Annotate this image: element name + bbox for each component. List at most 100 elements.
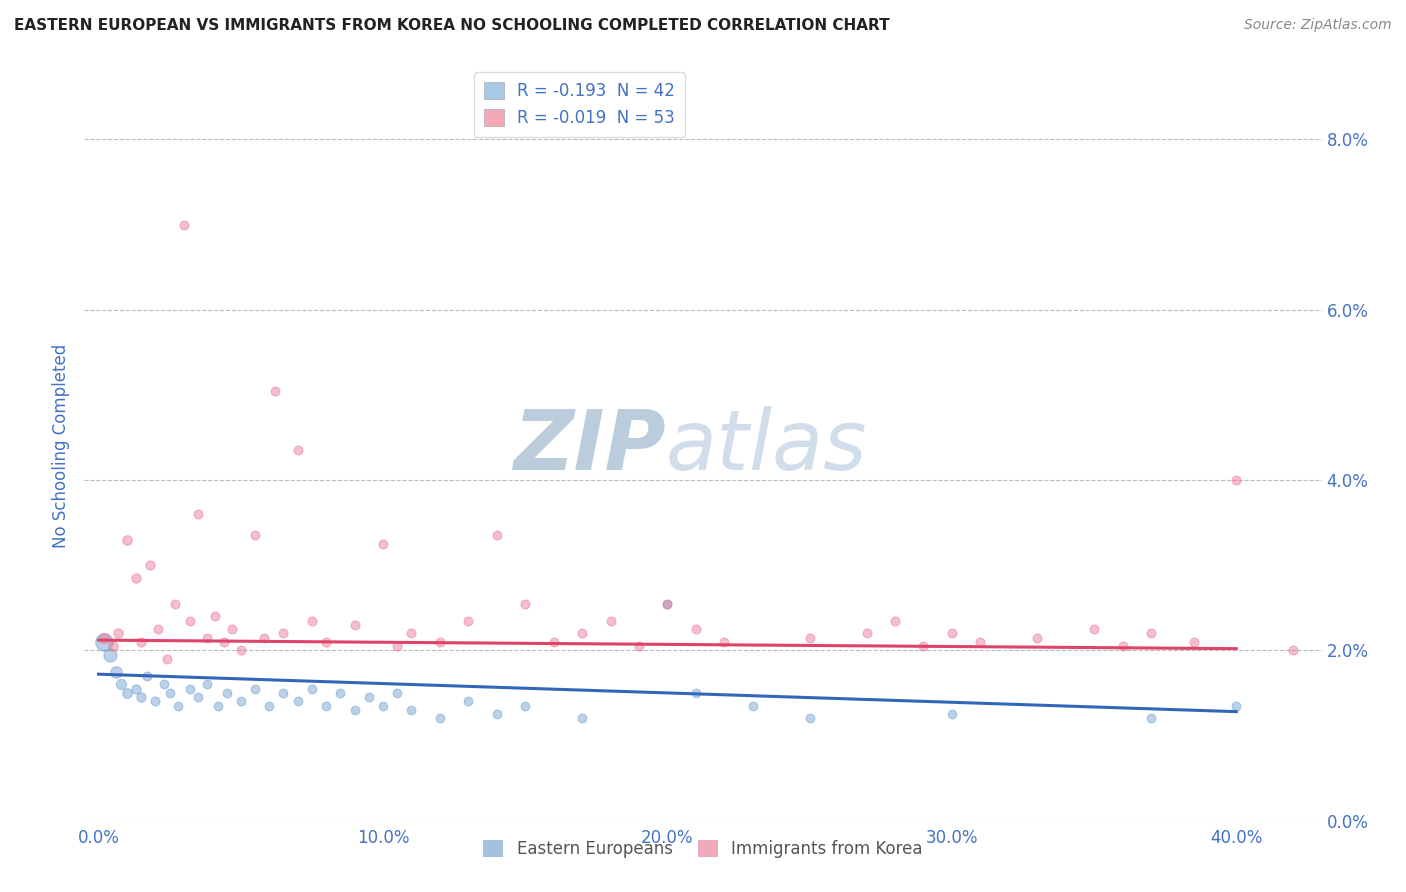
Point <box>357 690 380 705</box>
Point <box>912 639 935 653</box>
Point <box>301 681 323 696</box>
Point <box>195 631 218 645</box>
Point <box>599 614 621 628</box>
Point <box>315 635 337 649</box>
Point <box>124 681 146 696</box>
Point <box>387 686 409 700</box>
Point <box>1282 643 1305 657</box>
Point <box>207 698 229 713</box>
Point <box>204 609 226 624</box>
Point <box>401 626 423 640</box>
Point <box>1225 473 1247 487</box>
Point <box>98 648 121 662</box>
Point <box>515 698 537 713</box>
Point <box>221 622 243 636</box>
Point <box>179 681 201 696</box>
Point <box>229 694 252 708</box>
Y-axis label: No Schooling Completed: No Schooling Completed <box>52 344 70 548</box>
Point <box>139 558 162 573</box>
Point <box>627 639 650 653</box>
Point <box>93 631 115 645</box>
Point <box>685 686 707 700</box>
Point <box>1026 631 1049 645</box>
Point <box>159 686 181 700</box>
Point <box>115 686 138 700</box>
Point <box>543 635 565 649</box>
Point <box>343 617 366 632</box>
Text: ZIP: ZIP <box>513 406 666 486</box>
Point <box>485 707 508 722</box>
Point <box>657 597 679 611</box>
Point <box>273 686 295 700</box>
Point <box>1225 698 1247 713</box>
Point <box>685 622 707 636</box>
Point <box>429 635 451 649</box>
Point <box>187 690 209 705</box>
Point <box>457 694 479 708</box>
Point <box>110 677 132 691</box>
Point <box>485 528 508 542</box>
Point <box>101 639 124 653</box>
Point <box>129 690 152 705</box>
Point <box>401 703 423 717</box>
Point <box>429 711 451 725</box>
Point <box>179 614 201 628</box>
Point <box>115 533 138 547</box>
Point <box>153 677 176 691</box>
Point <box>343 703 366 717</box>
Point <box>124 571 146 585</box>
Text: EASTERN EUROPEAN VS IMMIGRANTS FROM KOREA NO SCHOOLING COMPLETED CORRELATION CHA: EASTERN EUROPEAN VS IMMIGRANTS FROM KORE… <box>14 18 890 33</box>
Point <box>287 694 309 708</box>
Point <box>136 669 159 683</box>
Point <box>941 707 963 722</box>
Point <box>167 698 190 713</box>
Point <box>215 686 238 700</box>
Point <box>329 686 352 700</box>
Point <box>273 626 295 640</box>
Point <box>264 384 287 398</box>
Point <box>799 631 821 645</box>
Point <box>195 677 218 691</box>
Point <box>212 635 235 649</box>
Point <box>1182 635 1205 649</box>
Legend: Eastern Europeans, Immigrants from Korea: Eastern Europeans, Immigrants from Korea <box>477 833 929 864</box>
Point <box>93 635 115 649</box>
Point <box>969 635 991 649</box>
Point <box>148 622 170 636</box>
Point <box>515 597 537 611</box>
Point <box>129 635 152 649</box>
Point <box>156 652 179 666</box>
Point <box>1140 711 1163 725</box>
Point <box>187 507 209 521</box>
Point <box>315 698 337 713</box>
Point <box>229 643 252 657</box>
Point <box>941 626 963 640</box>
Point <box>173 218 195 232</box>
Point <box>371 537 394 551</box>
Text: atlas: atlas <box>666 406 868 486</box>
Point <box>165 597 187 611</box>
Point <box>571 711 593 725</box>
Point <box>257 698 280 713</box>
Point <box>457 614 479 628</box>
Point <box>1140 626 1163 640</box>
Point <box>243 681 266 696</box>
Point <box>243 528 266 542</box>
Point <box>571 626 593 640</box>
Point <box>145 694 167 708</box>
Point <box>387 639 409 653</box>
Point <box>741 698 763 713</box>
Point <box>252 631 274 645</box>
Point <box>104 665 127 679</box>
Point <box>1111 639 1133 653</box>
Point <box>287 443 309 458</box>
Point <box>855 626 877 640</box>
Point <box>657 597 679 611</box>
Point <box>799 711 821 725</box>
Point <box>884 614 907 628</box>
Point <box>301 614 323 628</box>
Text: Source: ZipAtlas.com: Source: ZipAtlas.com <box>1244 18 1392 32</box>
Point <box>713 635 735 649</box>
Point <box>107 626 129 640</box>
Point <box>1083 622 1105 636</box>
